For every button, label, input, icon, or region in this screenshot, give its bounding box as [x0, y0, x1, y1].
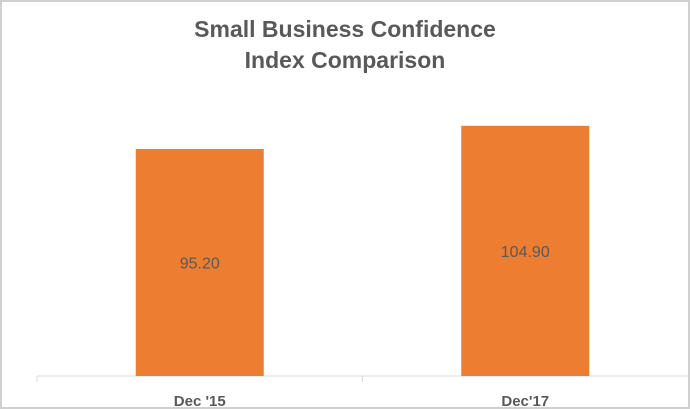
bar-0 [135, 148, 264, 376]
data-label-0: 95.20 [180, 255, 220, 272]
chart-title: Small Business Confidence Index Comparis… [2, 14, 688, 76]
chart-title-line-2: Index Comparison [244, 47, 446, 73]
data-label-1: 104.90 [501, 244, 550, 261]
x-tick-label-1: Dec'17 [501, 393, 549, 407]
bar-1 [461, 125, 590, 376]
chart-title-line-1: Small Business Confidence [194, 16, 496, 42]
x-tick-label-0: Dec '15 [174, 393, 226, 407]
